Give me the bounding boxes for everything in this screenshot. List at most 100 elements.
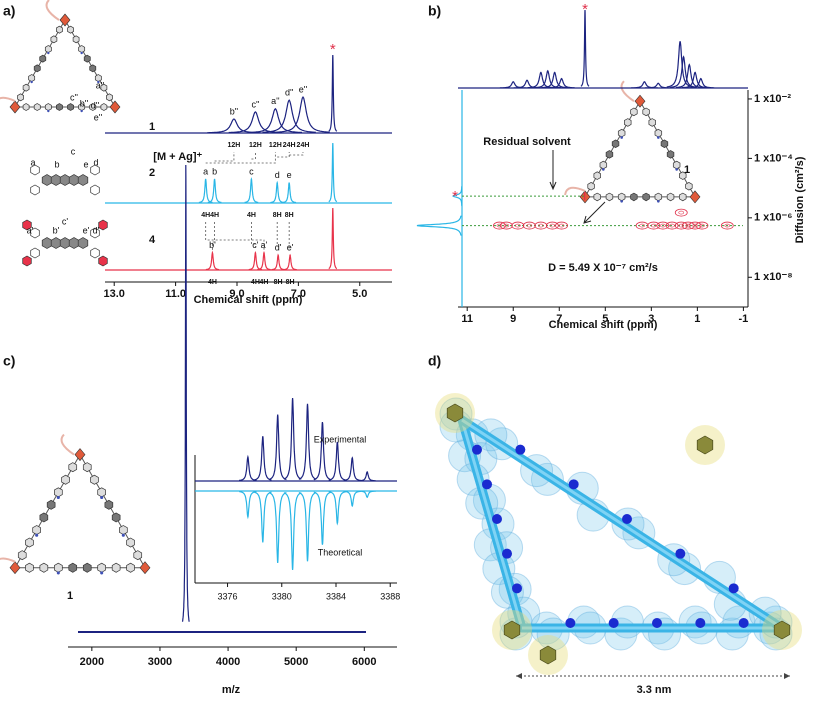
ring <box>30 247 40 259</box>
peak-label: c <box>249 166 254 176</box>
ring <box>82 562 92 573</box>
integration-label: 8H <box>274 279 283 286</box>
integration-label: 8H <box>273 212 282 219</box>
projection-peak <box>452 186 463 207</box>
contour-core <box>678 210 685 215</box>
peak <box>298 403 317 480</box>
ring <box>97 562 106 573</box>
peak <box>534 69 562 89</box>
ring <box>67 103 74 111</box>
contour-core <box>526 223 533 228</box>
nitrogen <box>35 533 39 537</box>
panel-label: c) <box>3 353 15 369</box>
peak <box>328 441 346 481</box>
x-tick-label: 9 <box>510 313 516 325</box>
nitrogen <box>56 571 60 575</box>
x-tick-label: 9.0 <box>229 288 244 300</box>
peak <box>244 177 259 204</box>
nitrogen <box>121 533 125 537</box>
ring <box>666 150 675 159</box>
ring <box>648 118 656 127</box>
bond <box>64 19 116 108</box>
ring <box>605 150 614 159</box>
contour-core <box>669 223 675 228</box>
peak <box>283 397 302 480</box>
ring <box>446 403 464 423</box>
ring <box>611 139 620 149</box>
integration-label: 24H <box>297 142 310 149</box>
y-tick-label: 1 x10⁻² <box>754 93 791 105</box>
peak <box>268 492 287 563</box>
ring <box>22 83 30 92</box>
peak-label: e'' <box>299 84 308 94</box>
contour-core <box>515 223 521 228</box>
peak <box>181 164 190 622</box>
contour-core <box>650 223 657 228</box>
correlation-arrow <box>251 222 256 250</box>
ring <box>97 487 106 498</box>
peak-label: [M + Ag]⁺ <box>153 151 202 163</box>
peak <box>248 250 263 271</box>
bond <box>79 454 146 568</box>
corner <box>634 94 646 108</box>
solvent-mark: * <box>330 41 336 58</box>
ring <box>72 35 80 44</box>
contour-core <box>699 223 705 228</box>
ring <box>67 25 74 34</box>
peak <box>207 118 261 134</box>
ring <box>98 219 108 231</box>
nitrogen <box>657 136 660 139</box>
ring <box>33 64 41 73</box>
peak <box>262 99 316 133</box>
nitrogen-atom <box>565 618 576 628</box>
ring <box>624 118 632 127</box>
correlation-arrow <box>214 152 235 162</box>
peak <box>257 250 271 271</box>
nitrogen <box>100 571 104 575</box>
series-name: 2 <box>149 167 155 179</box>
peak <box>358 471 376 482</box>
ring <box>111 562 121 573</box>
contour <box>656 221 670 230</box>
structure-label: c' <box>62 216 69 226</box>
ring <box>39 562 49 573</box>
x-tick-label: 11 <box>461 313 473 325</box>
correlation-arrow <box>277 152 290 158</box>
peak <box>499 81 527 89</box>
ring <box>25 537 34 548</box>
nitrogen-atom <box>502 548 512 559</box>
structure-label: d'' <box>91 100 100 110</box>
correlation-arrow <box>288 222 291 250</box>
panel-label: a) <box>3 3 15 19</box>
ring <box>46 499 56 510</box>
ring <box>642 107 650 117</box>
contour <box>534 221 548 230</box>
nitrogen-atom <box>482 479 492 490</box>
ring <box>56 103 63 111</box>
y-tick-label: 1 x10⁻⁸ <box>754 271 793 283</box>
backbone-inner <box>461 418 783 630</box>
ring <box>30 227 40 239</box>
x-axis-label: Chemical shift (ppm) <box>549 319 658 331</box>
peak <box>328 142 338 203</box>
ring <box>59 237 71 249</box>
peak <box>238 454 257 482</box>
ring <box>106 93 113 102</box>
ring <box>666 192 675 202</box>
ring <box>77 174 89 186</box>
ring <box>119 525 128 535</box>
bond <box>14 19 66 108</box>
ring <box>89 103 97 111</box>
bond <box>14 454 81 568</box>
nitrogen-atom <box>608 618 619 628</box>
annotation: Residual solvent <box>483 136 571 148</box>
solvent-mark: * <box>452 188 458 205</box>
peak <box>248 107 303 134</box>
integration-label: 12H <box>227 142 240 149</box>
integration-label: 12H <box>249 142 262 149</box>
contour <box>695 221 709 230</box>
x-tick-label: 11.0 <box>165 288 186 300</box>
ring <box>126 562 135 573</box>
ring <box>41 174 53 186</box>
nitrogen <box>602 168 605 171</box>
